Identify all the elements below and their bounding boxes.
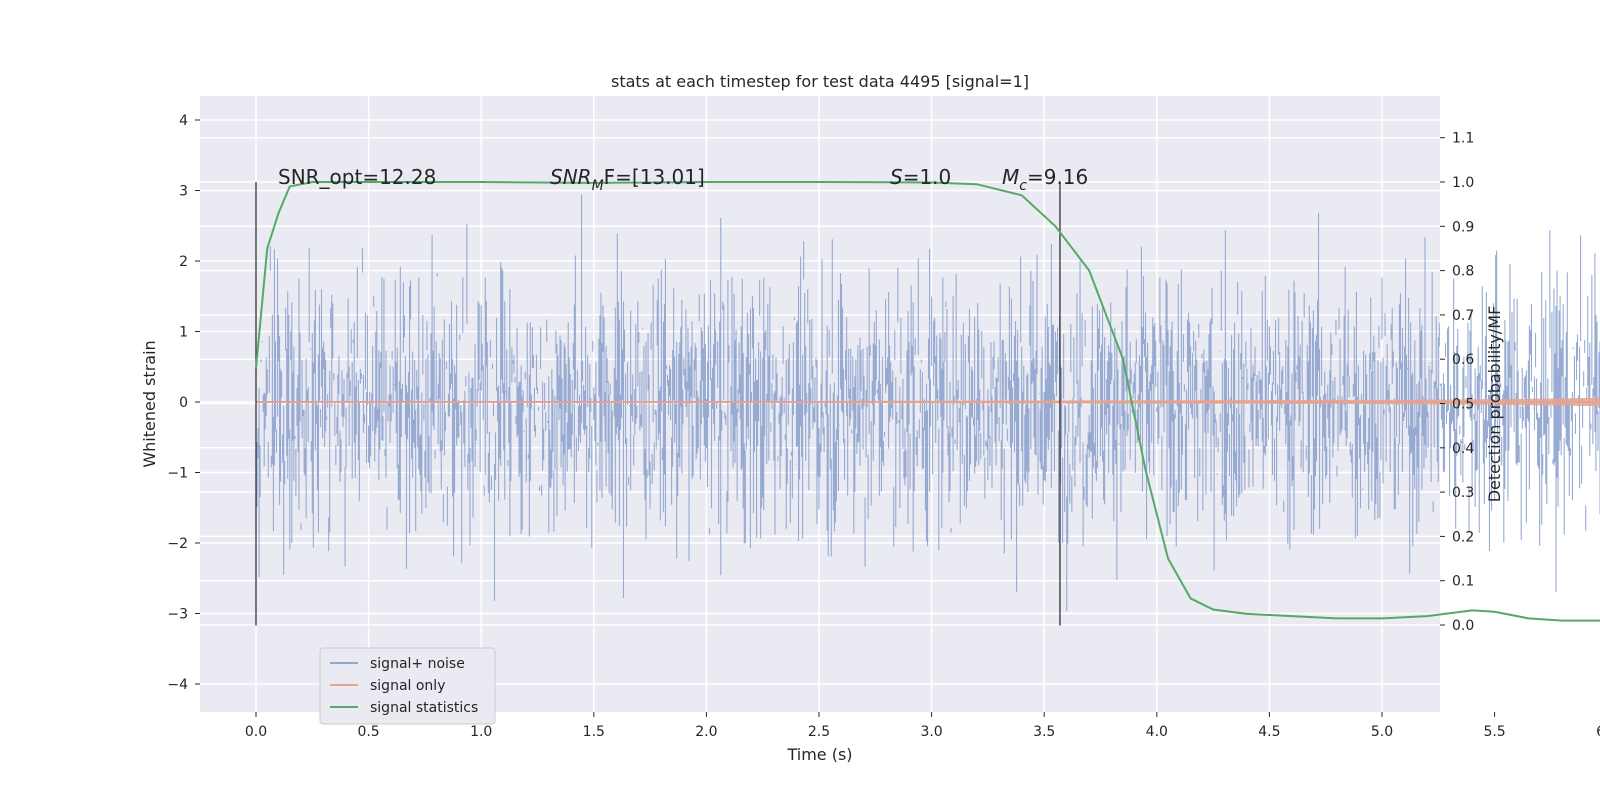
x-tick-label: 6.0	[1596, 724, 1600, 740]
y-tick-label: 1	[179, 325, 188, 341]
annotation-s: S=1.0	[890, 165, 951, 189]
y2-tick-label: 1.0	[1452, 175, 1474, 191]
y-tick-label: 4	[179, 113, 188, 129]
vertical-markers	[255, 182, 1061, 626]
legend-label-signal-statistics: signal statistics	[370, 700, 478, 716]
y2-axis-ticks: 1.1 1.0 0.9 0.8 0.7 0.6 0.5 0.4 0.3 0.2 0.1 0.0	[1440, 131, 1474, 634]
statistics-line	[255, 181, 1600, 622]
grid	[200, 96, 1496, 712]
y2-tick-label: 0.4	[1452, 441, 1474, 457]
y-axis-label: Whitened strain	[140, 340, 159, 467]
y-tick-label: −2	[167, 536, 188, 552]
legend: signal+ noise signal only signal statist…	[319, 647, 496, 725]
annotation-snr-opt: SNR_opt=12.28	[278, 165, 436, 189]
x-tick-label: 0.5	[357, 724, 379, 740]
x-tick-label: 4.0	[1146, 724, 1168, 740]
annotation-mc: Mc=9.16	[1002, 165, 1088, 194]
annotation-subscript: c	[1019, 178, 1027, 194]
x-tick-label: 4.5	[1258, 724, 1280, 740]
y-axis-ticks: 4 3 2 1 0 −1 −2 −3 −4	[167, 113, 200, 693]
y2-tick-label: 0.3	[1452, 485, 1474, 501]
annotation-value: =1.0	[903, 165, 952, 189]
y2-tick-label: 1.1	[1452, 131, 1474, 147]
legend-box	[319, 647, 496, 725]
x-axis-ticks: 0.00.51.01.52.02.53.03.54.04.55.05.56.06…	[245, 712, 1600, 740]
x-axis-label: Time (s)	[786, 745, 852, 764]
legend-label-signal-only: signal only	[370, 678, 445, 694]
y2-tick-label: 0.8	[1452, 264, 1474, 280]
y-tick-label: 3	[179, 184, 188, 200]
y-tick-label: −1	[167, 466, 188, 482]
y2-tick-label: 0.0	[1452, 618, 1474, 634]
y2-axis-label: Detection probability/MF	[1485, 306, 1504, 503]
annotation-snr-mf: SNRMF=[13.01]	[550, 165, 705, 194]
y2-tick-label: 0.5	[1452, 397, 1474, 413]
annotation-value: F=[13.01]	[604, 165, 705, 189]
annotation-part: S	[890, 165, 903, 189]
annotation-part: M	[1002, 165, 1019, 189]
annotation-value: =9.16	[1027, 165, 1088, 189]
x-tick-label: 5.5	[1483, 724, 1505, 740]
y-tick-label: −4	[167, 677, 188, 693]
x-tick-label: 5.0	[1371, 724, 1393, 740]
y2-tick-label: 0.7	[1452, 308, 1474, 324]
annotations: SNR_opt=12.28 SNRMF=[13.01] S=1.0 Mc=9.1…	[278, 165, 1088, 194]
x-tick-label: 1.5	[583, 724, 605, 740]
x-tick-label: 3.5	[1033, 724, 1055, 740]
annotation-part: SNR_opt=12.28	[278, 165, 436, 189]
legend-label-signal-noise: signal+ noise	[370, 656, 465, 672]
y-tick-label: 0	[179, 395, 188, 411]
y2-tick-label: 0.9	[1452, 219, 1474, 235]
y-tick-label: 2	[179, 254, 188, 270]
x-tick-label: 3.0	[920, 724, 942, 740]
x-tick-label: 2.0	[695, 724, 717, 740]
y2-tick-label: 0.1	[1452, 574, 1474, 590]
series-signal-only	[256, 397, 1600, 407]
y2-tick-label: 0.2	[1452, 529, 1474, 545]
annotation-subscript: M	[592, 178, 604, 194]
x-tick-label: 1.0	[470, 724, 492, 740]
x-tick-label: 0.0	[245, 724, 267, 740]
x-tick-label: 2.5	[808, 724, 830, 740]
chart-title: stats at each timestep for test data 449…	[611, 72, 1029, 91]
y-tick-label: −3	[167, 607, 188, 623]
y2-tick-label: 0.6	[1452, 352, 1474, 368]
annotation-part: SNR	[550, 165, 592, 189]
series-signal-statistics	[255, 181, 1600, 622]
